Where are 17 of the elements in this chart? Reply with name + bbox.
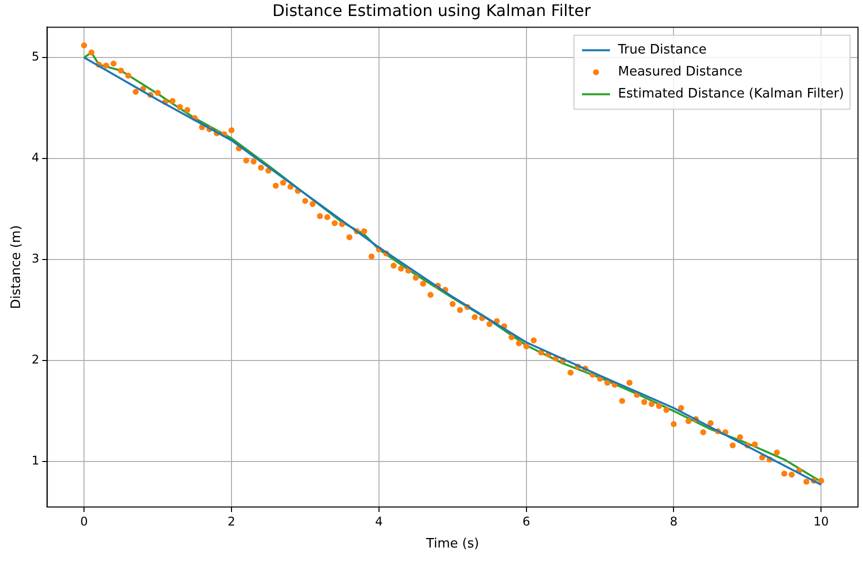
x-tick-label: 4 [375, 514, 383, 528]
x-tick-label: 10 [814, 514, 829, 528]
y-tick-label: 3 [32, 252, 40, 266]
legend-label: Estimated Distance (Kalman Filter) [618, 86, 844, 102]
legend-label: True Distance [617, 42, 707, 58]
y-tick-label: 2 [32, 352, 40, 367]
legend-label: Measured Distance [618, 64, 742, 80]
y-tick-label: 1 [32, 454, 40, 468]
x-tick-label: 6 [522, 514, 530, 528]
y-axis-title: Distance (m) [9, 225, 24, 309]
x-tick-label: 2 [228, 514, 236, 528]
x-tick-label: 0 [80, 514, 88, 528]
x-axis-title: Time (s) [425, 536, 480, 552]
chart-title: Distance Estimation using Kalman Filter [272, 0, 592, 20]
y-tick-label: 4 [32, 150, 40, 165]
x-tick-label: 8 [670, 514, 678, 528]
y-tick-label: 5 [32, 50, 40, 64]
